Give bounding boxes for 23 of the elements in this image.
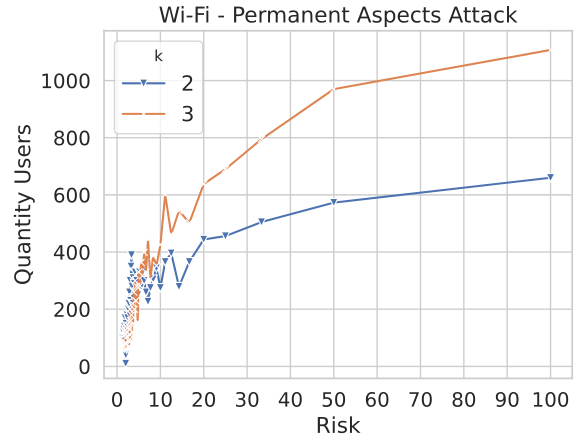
y-tick-label: 800: [54, 130, 90, 146]
y-tick-label: 0: [80, 359, 90, 374]
x-tick-label: 50: [322, 392, 346, 407]
x-tick-label: 70: [409, 392, 432, 407]
legend-label: 3: [182, 106, 193, 122]
x-tick-label: 80: [452, 392, 476, 407]
y-tick-label: 400: [54, 244, 90, 260]
x-axis-title: Risk: [318, 416, 361, 434]
x-tick-label: 10: [150, 392, 172, 407]
x-tick-label: 20: [192, 392, 216, 407]
chart-title: Wi-Fi - Permanent Aspects Attack: [159, 6, 518, 27]
x-tick-label: 60: [366, 392, 388, 407]
legend-title: k: [156, 50, 163, 62]
x-tick-label: 90: [496, 392, 519, 407]
x-tick-label: 40: [278, 392, 302, 407]
y-tick-label: 600: [54, 188, 90, 203]
y-tick-label: 1000: [42, 73, 90, 88]
x-tick-label: 0: [112, 392, 122, 407]
y-axis-title: Quantity Users: [14, 125, 35, 284]
x-tick-label: 30: [236, 392, 258, 407]
x-tick-label: 100: [534, 392, 568, 407]
y-tick-label: 200: [54, 302, 90, 318]
legend-label: 2: [182, 75, 192, 91]
